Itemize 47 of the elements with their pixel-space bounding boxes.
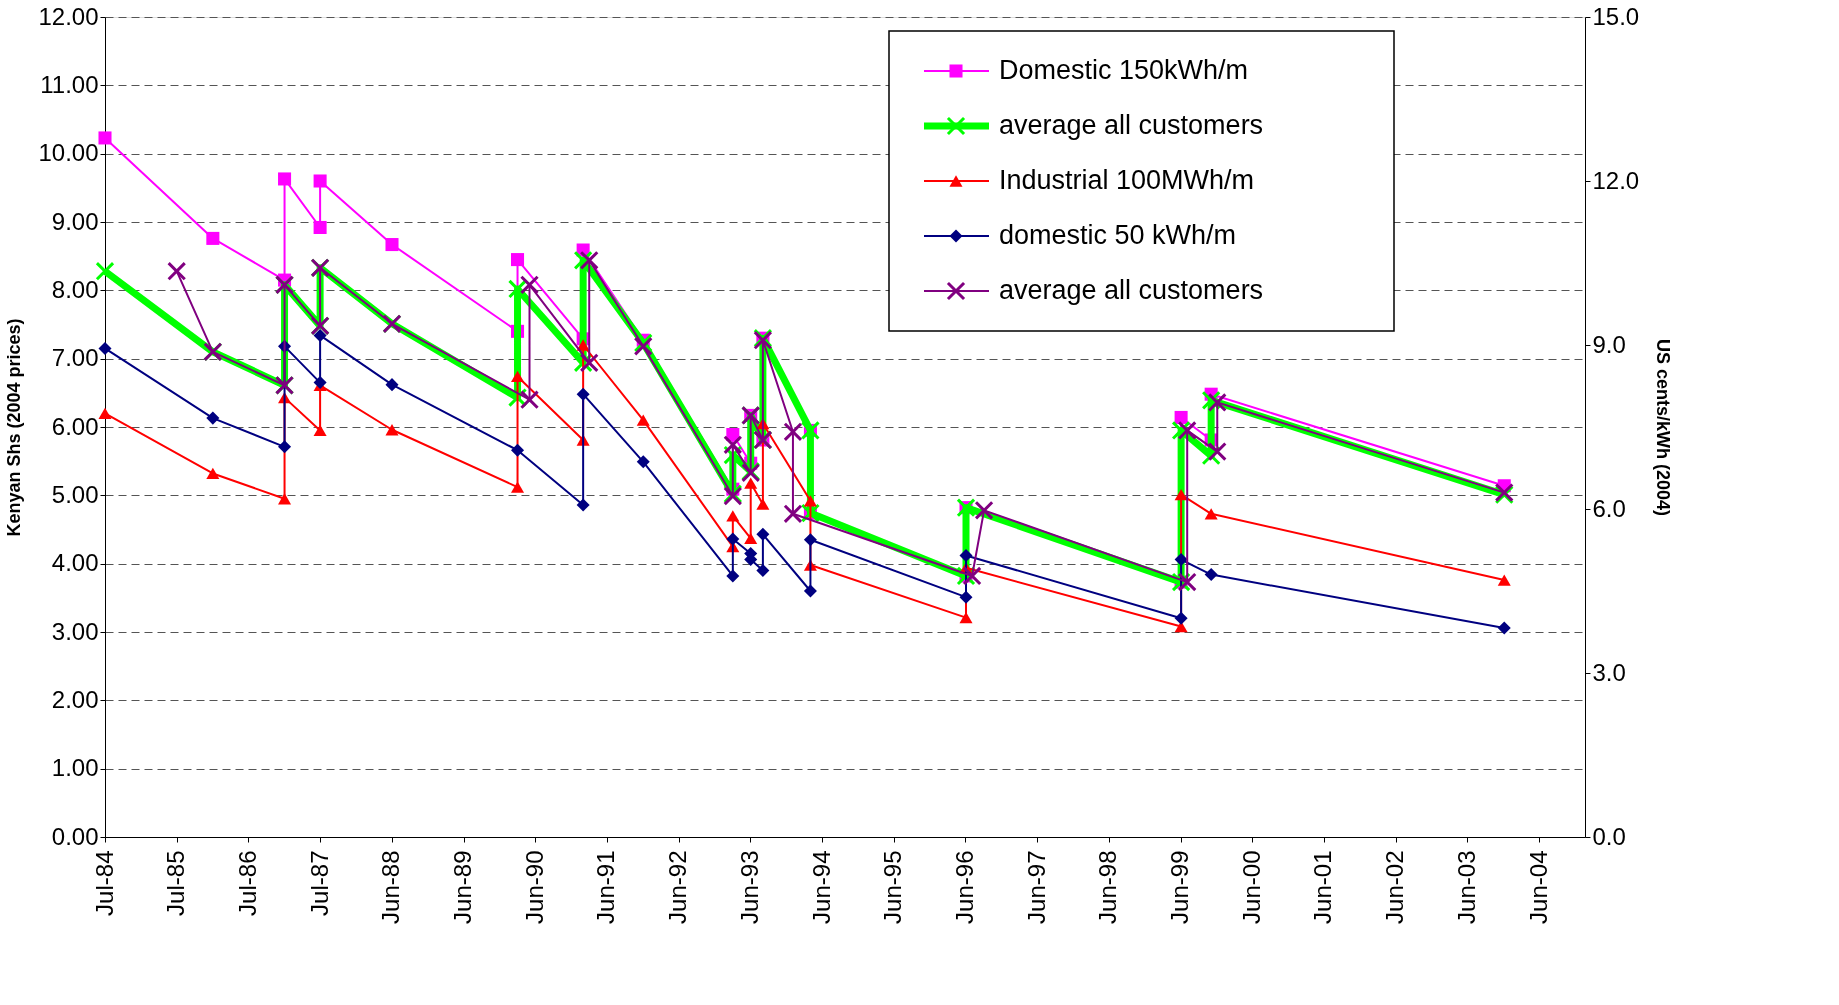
legend-label: domestic 50 kWh/m <box>999 220 1237 250</box>
legend-label: Domestic 150kWh/m <box>999 55 1249 85</box>
y-tick-label: 12.00 <box>38 2 99 30</box>
legend-label: average all customers <box>999 275 1264 305</box>
x-tick-label: Jun-03 <box>1452 850 1480 924</box>
x-tick-label: Jun-91 <box>592 850 620 924</box>
y-tick-label: 6.00 <box>51 412 99 440</box>
y-tick-label: 11.00 <box>40 70 99 98</box>
x-tick-label: Jun-01 <box>1309 850 1337 924</box>
y2-tick-label: 6.0 <box>1592 494 1626 522</box>
x-tick-label: Jun-89 <box>449 850 477 924</box>
x-tick-label: Jun-95 <box>879 850 907 924</box>
y2-tick-label: 3.0 <box>1592 658 1626 686</box>
legend-label: Industrial 100MWh/m <box>999 165 1255 195</box>
x-tick-label: Jun-04 <box>1524 850 1552 924</box>
y2-tick-label: 15.0 <box>1592 2 1640 30</box>
y-tick-label: 2.00 <box>51 685 99 713</box>
y2-tick-label: 0.0 <box>1592 822 1626 850</box>
y-tick-label: 4.00 <box>51 549 99 577</box>
x-tick-label: Jun-88 <box>377 850 405 924</box>
y-tick-label: 8.00 <box>51 275 99 303</box>
x-tick-label: Jun-96 <box>950 850 978 924</box>
y-tick-label: 7.00 <box>51 344 99 372</box>
y-tick-label: 1.00 <box>51 754 99 782</box>
legend-label: average all customers <box>999 110 1264 140</box>
x-tick-label: Jul-86 <box>233 850 261 916</box>
x-tick-label: Jun-90 <box>520 850 548 924</box>
x-tick-label: Jul-84 <box>90 850 118 916</box>
x-tick-label: Jun-97 <box>1022 850 1050 924</box>
x-tick-label: Jun-99 <box>1166 850 1194 924</box>
x-tick-label: Jun-00 <box>1237 850 1265 924</box>
x-tick-label: Jun-02 <box>1381 850 1409 924</box>
y-tick-label: 5.00 <box>51 480 99 508</box>
x-tick-label: Jul-87 <box>305 850 333 916</box>
y-tick-label: 0.00 <box>51 822 99 850</box>
x-tick-label: Jun-94 <box>807 850 835 924</box>
y-tick-label: 9.00 <box>51 207 99 235</box>
x-tick-label: Jun-98 <box>1094 850 1122 924</box>
y2-axis-title: US cents/kWh (2004) <box>1653 338 1674 517</box>
y-axis-title: Kenyan Shs (2004 prices) <box>4 318 25 537</box>
x-tick-label: Jun-93 <box>735 850 763 924</box>
y-tick-label: 10.00 <box>38 139 99 167</box>
x-tick-label: Jul-85 <box>162 850 190 916</box>
y-tick-label: 3.00 <box>51 617 99 645</box>
y2-tick-label: 9.0 <box>1592 330 1626 358</box>
x-tick-label: Jun-92 <box>664 850 692 924</box>
y2-tick-label: 12.0 <box>1592 166 1640 194</box>
